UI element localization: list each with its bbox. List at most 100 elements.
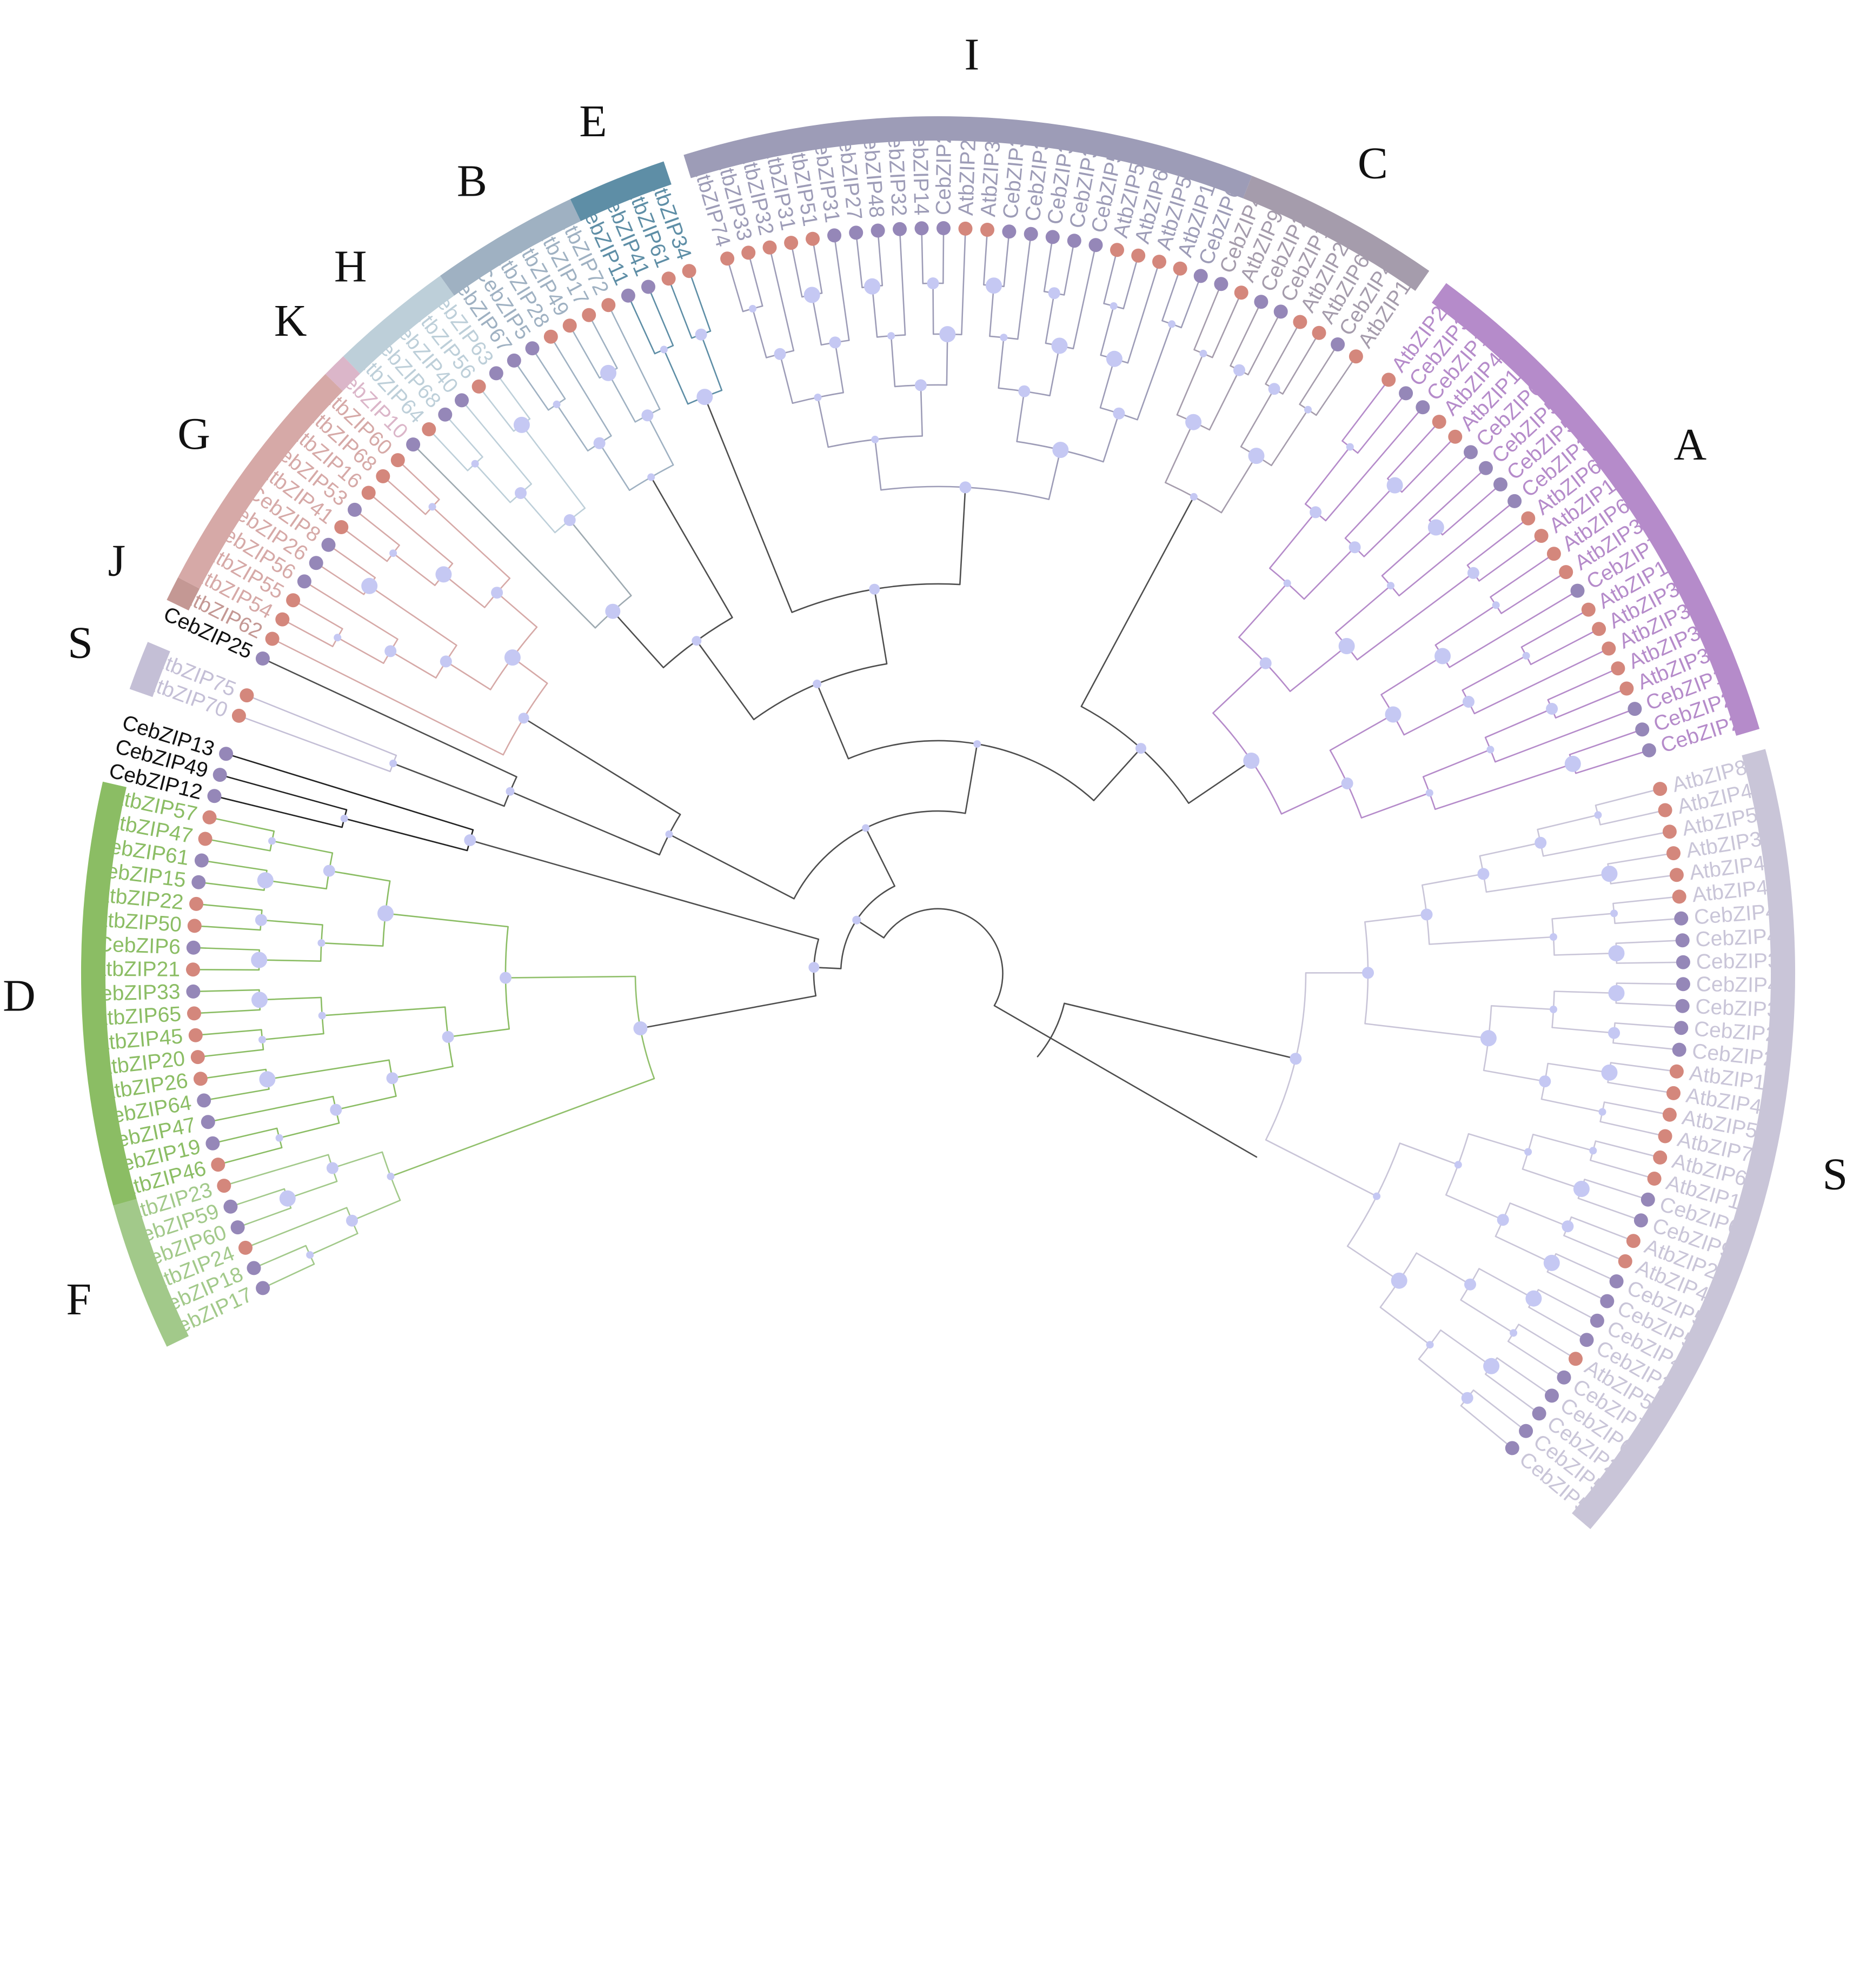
branch [556,403,589,452]
branch [690,274,712,332]
branch [260,919,323,926]
leaf-dot [1658,1129,1672,1143]
leaf-dot [682,264,696,278]
leaf-dot [1666,846,1681,861]
group-arc-d [81,781,137,1206]
leaf-dot [1666,1086,1681,1100]
bootstrap-circle [1185,414,1202,430]
branch [509,790,660,856]
bootstrap-circle [692,636,702,646]
branch [265,660,517,778]
leaf-dot [1067,234,1081,248]
branch [1045,292,1055,344]
branch [704,396,793,613]
bootstrap-circle [1550,1006,1557,1013]
branch [855,236,863,289]
leaf-dot [1534,529,1549,543]
leaf-dot [361,486,376,500]
branch [1344,484,1396,539]
bootstrap-circle [1608,1027,1620,1039]
bootstrap-circle [869,583,880,595]
branch [1401,439,1453,493]
leaf-dot [1611,661,1625,676]
branch [431,431,469,471]
branch [1093,747,1142,801]
branch [207,1088,270,1101]
branch [384,913,509,928]
group-arc-k [325,356,361,391]
branch [1547,1062,1610,1074]
branch [1445,1194,1504,1221]
bootstrap-circle [1492,601,1500,609]
branch [668,833,795,900]
branch [1100,305,1114,356]
bootstrap-circle [986,277,1002,294]
branch [267,1059,390,1080]
bootstrap-circle [515,487,527,499]
group-arc-b [440,199,581,296]
bootstrap-circle [318,1012,326,1020]
bootstrap-circle [377,905,394,922]
branch [447,417,483,458]
branch [205,860,268,872]
branch [1520,611,1586,648]
leaf-label: AtbZIP50 [93,908,182,936]
branch [1381,527,1437,577]
bootstrap-circle [306,1251,314,1259]
bootstrap-circle [1385,706,1402,723]
branch [1103,253,1117,304]
leaf-dot [1579,1333,1594,1347]
bootstrap-circle [1608,985,1625,1001]
group-arc-a [1432,283,1760,736]
branch-arc [848,740,1094,801]
branch [770,251,795,351]
bootstrap-circle [1608,945,1625,962]
branch [331,1151,383,1169]
leaf-dot [762,240,777,255]
branch [321,1006,446,1016]
leaf-markers [186,221,1690,1455]
leaf-dot [1672,889,1686,904]
leaf-dot [201,1115,215,1129]
branch [989,284,995,337]
branch [874,438,882,491]
branch [1230,305,1260,367]
branch [748,256,763,307]
branch [227,1154,329,1186]
branch [965,743,978,814]
branch [700,334,723,391]
bootstrap-circle [389,549,397,557]
branch [344,529,388,562]
bootstrap-circle [1454,1161,1462,1169]
branch [242,716,391,773]
bootstrap-circle [939,326,956,343]
leaf-dot [1234,285,1248,300]
branch [1478,1268,1535,1299]
branch [1577,1198,1638,1220]
leaf-dot [720,251,735,266]
leaf-dot [376,469,390,483]
group-label-s2: S [68,618,93,668]
bootstrap-circle [1199,349,1207,357]
branch [285,621,334,647]
branch [319,564,365,595]
leaf-dot [1675,999,1690,1013]
branch [1064,1002,1297,1060]
leaf-dot [1674,1021,1689,1035]
branch [728,262,744,313]
branch [209,839,271,852]
leaf-dot [1559,565,1573,580]
leaf-dot [194,853,209,868]
bootstrap-circle [346,1214,358,1227]
leaf-dot [914,221,929,236]
leaf-dot [1254,295,1268,309]
group-arc-i [683,116,1252,198]
branch [1472,1389,1524,1430]
branch [415,447,596,629]
branch [249,1207,348,1247]
leaf-dot [1669,1064,1684,1079]
branch [1422,749,1491,777]
bootstrap-circle [1483,1358,1500,1374]
branch [1530,630,1596,666]
branch [1363,454,1469,557]
